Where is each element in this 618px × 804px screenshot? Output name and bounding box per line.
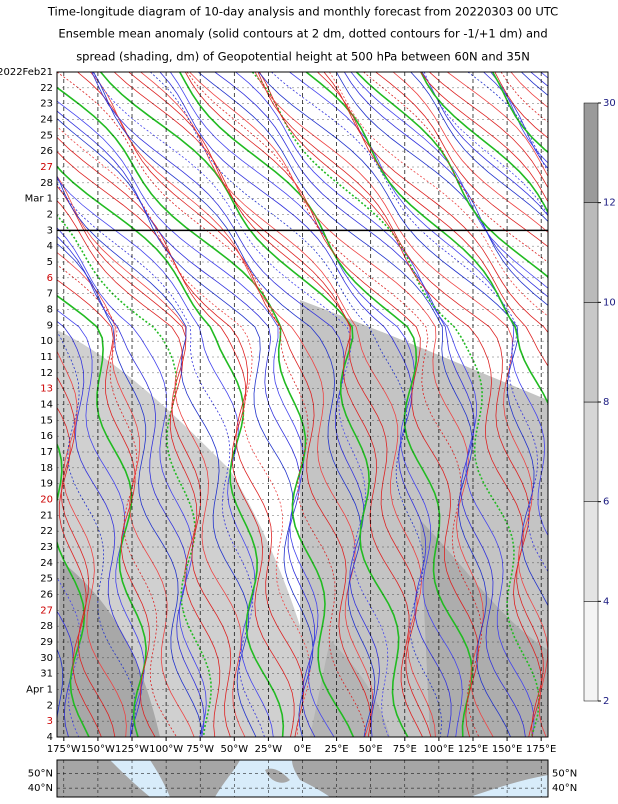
y-tick-label: 9 (47, 320, 53, 331)
colorbar-band (584, 203, 598, 303)
colorbar-label: 4 (603, 596, 609, 607)
contour-line (0, 72, 36, 737)
y-tick-label: 22 (40, 526, 53, 537)
y-tick-label: 11 (40, 352, 53, 363)
colorbar: 2 4 6 8 10 12 30 (584, 98, 616, 707)
y-tick-label: 16 (40, 431, 53, 442)
y-tick-label: 8 (47, 305, 53, 316)
colorbar-label: 12 (603, 198, 616, 209)
colorbar-band (584, 103, 598, 203)
y-tick-label: 31 (40, 669, 53, 680)
y-tick-label: 27 (40, 605, 53, 616)
x-tick-label: 75°W (186, 744, 214, 755)
y-tick-label: 17 (40, 447, 53, 458)
y-tick-label: 26 (40, 590, 53, 601)
x-tick-label: 25°E (325, 744, 349, 755)
y-tick-label: 6 (47, 273, 53, 284)
y-tick-label: 7 (47, 289, 53, 300)
colorbar-label: 30 (603, 98, 616, 109)
contour-line (0, 72, 43, 737)
y-tick-label: 29 (40, 637, 53, 648)
x-tick-label: 150°E (492, 744, 522, 755)
y-tick-label: 3 (47, 716, 53, 727)
y-tick-label: Mar 1 (25, 194, 53, 205)
title-line: Time-longitude diagram of 10-day analysi… (47, 5, 558, 19)
map-lat-label: 40°N (552, 783, 577, 794)
title-line: spread (shading, dm) of Geopotential hei… (76, 50, 530, 64)
contour-line (0, 72, 63, 737)
y-tick-label: 13 (40, 384, 53, 395)
map-lat-label: 50°N (552, 768, 577, 779)
y-tick-label: 4 (47, 241, 53, 252)
y-tick-label: 2 (47, 700, 53, 711)
x-tick-label: 125°W (115, 744, 149, 755)
contour-line (0, 72, 38, 737)
y-tick-label: 19 (40, 479, 53, 490)
y-tick-label: 22 (40, 83, 53, 94)
y-tick-label: 23 (40, 99, 53, 110)
y-tick-label: 26 (40, 146, 53, 157)
y-tick-label: 28 (40, 178, 53, 189)
x-tick-label: 175°W (47, 744, 81, 755)
x-tick-label: 150°W (81, 744, 115, 755)
y-tick-label: 5 (47, 257, 53, 268)
x-tick-label: 0°E (294, 744, 312, 755)
y-tick-label: 23 (40, 542, 53, 553)
x-tick-label: 175°E (526, 744, 556, 755)
title-line: Ensemble mean anomaly (solid contours at… (58, 27, 547, 41)
y-tick-label: 27 (40, 162, 53, 173)
x-tick-label: 50°E (359, 744, 383, 755)
y-tick-label: 21 (40, 510, 53, 521)
x-tick-label: 50°W (220, 744, 248, 755)
colorbar-band (584, 402, 598, 502)
colorbar-band (584, 302, 598, 402)
x-tick-label: 75°E (393, 744, 417, 755)
colorbar-band (584, 502, 598, 602)
y-tick-label: 15 (40, 415, 53, 426)
y-tick-label: 24 (40, 115, 53, 126)
map-lat-label: 50°N (28, 768, 53, 779)
y-tick-label: 30 (40, 653, 53, 664)
contour-line (0, 72, 18, 737)
y-tick-label: 4 (47, 732, 53, 743)
y-tick-label: 10 (40, 336, 53, 347)
y-tick-label: 12 (40, 368, 53, 379)
colorbar-label: 10 (603, 297, 616, 308)
map-inset: 50°N 50°N 40°N 40°N (28, 760, 577, 797)
y-tick-label: Apr 1 (26, 685, 53, 696)
y-tick-label: 3 (47, 225, 53, 236)
y-tick-label: 14 (40, 400, 53, 411)
map-lat-label: 40°N (28, 783, 53, 794)
colorbar-label: 2 (603, 696, 609, 707)
x-tick-label: 125°E (458, 744, 488, 755)
y-tick-label: 25 (40, 130, 53, 141)
contour-line (0, 72, 31, 737)
x-tick-label: 25°W (255, 744, 283, 755)
y-tick-label: 20 (40, 495, 53, 506)
y-tick-label: 2022Feb21 (0, 67, 53, 78)
y-tick-label: 24 (40, 558, 53, 569)
y-tick-label: 25 (40, 574, 53, 585)
colorbar-band (584, 601, 598, 701)
y-tick-label: 2 (47, 210, 53, 221)
x-tick-label: 100°W (149, 744, 183, 755)
y-tick-label: 18 (40, 463, 53, 474)
x-tick-label: 100°E (424, 744, 454, 755)
y-tick-label: 28 (40, 621, 53, 632)
colorbar-label: 8 (603, 397, 609, 408)
colorbar-label: 6 (603, 497, 609, 508)
